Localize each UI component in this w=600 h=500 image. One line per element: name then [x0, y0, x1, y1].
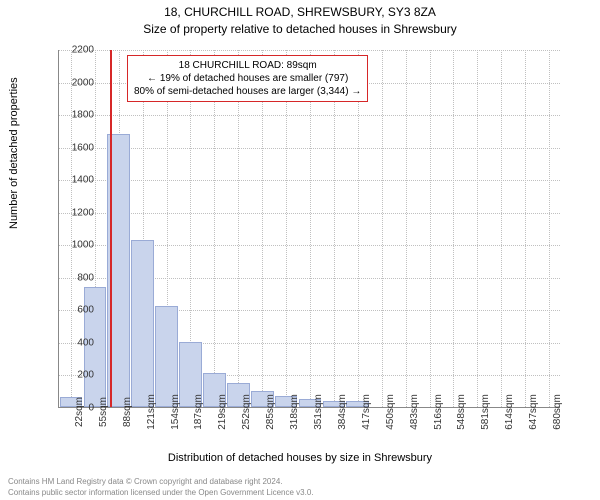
footer-attribution: Contains HM Land Registry data © Crown c… — [8, 477, 314, 498]
grid-line-v — [525, 50, 526, 407]
grid-line-v — [262, 50, 263, 407]
x-tick-label: 614sqm — [504, 394, 515, 430]
grid-line-v — [71, 50, 72, 407]
x-tick-label: 22sqm — [74, 397, 85, 427]
y-tick-label: 800 — [54, 272, 94, 283]
x-tick-label: 647sqm — [528, 394, 539, 430]
chart-header: 18, CHURCHILL ROAD, SHREWSBURY, SY3 8ZA … — [0, 0, 600, 38]
y-tick-label: 1000 — [54, 240, 94, 251]
chart-plot-area — [58, 50, 560, 408]
subtitle: Size of property relative to detached ho… — [0, 21, 600, 38]
y-tick-label: 600 — [54, 305, 94, 316]
x-tick-label: 516sqm — [433, 394, 444, 430]
y-tick-label: 400 — [54, 337, 94, 348]
footer-line-2: Contains public sector information licen… — [8, 488, 314, 498]
x-tick-label: 55sqm — [98, 397, 109, 427]
x-tick-label: 88sqm — [122, 397, 133, 427]
x-tick-label: 219sqm — [217, 394, 228, 430]
grid-line-v — [358, 50, 359, 407]
property-marker-line — [110, 50, 112, 407]
grid-line-v — [501, 50, 502, 407]
grid-line-v — [406, 50, 407, 407]
x-tick-label: 483sqm — [409, 394, 420, 430]
address-title: 18, CHURCHILL ROAD, SHREWSBURY, SY3 8ZA — [0, 4, 600, 21]
grid-line-v — [477, 50, 478, 407]
annotation-line: ← 19% of detached houses are smaller (79… — [134, 72, 361, 85]
x-tick-label: 187sqm — [193, 394, 204, 430]
y-tick-label: 1600 — [54, 142, 94, 153]
footer-line-1: Contains HM Land Registry data © Crown c… — [8, 477, 314, 487]
grid-line-v — [310, 50, 311, 407]
x-tick-label: 548sqm — [456, 394, 467, 430]
grid-line-v — [238, 50, 239, 407]
x-tick-label: 154sqm — [170, 394, 181, 430]
x-axis-label: Distribution of detached houses by size … — [0, 452, 600, 464]
grid-line-v — [430, 50, 431, 407]
x-tick-label: 351sqm — [313, 394, 324, 430]
x-tick-label: 417sqm — [361, 394, 372, 430]
grid-line-v — [549, 50, 550, 407]
x-tick-label: 450sqm — [385, 394, 396, 430]
histogram-bar — [131, 240, 154, 407]
x-tick-label: 680sqm — [552, 394, 563, 430]
grid-line-v — [334, 50, 335, 407]
annotation-box: 18 CHURCHILL ROAD: 89sqm← 19% of detache… — [127, 55, 368, 102]
grid-line-v — [382, 50, 383, 407]
histogram-bar — [155, 306, 178, 407]
y-tick-label: 1400 — [54, 175, 94, 186]
annotation-line: 18 CHURCHILL ROAD: 89sqm — [134, 59, 361, 72]
x-tick-label: 285sqm — [265, 394, 276, 430]
y-tick-label: 1800 — [54, 110, 94, 121]
grid-line-v — [286, 50, 287, 407]
y-tick-label: 200 — [54, 370, 94, 381]
x-tick-label: 318sqm — [289, 394, 300, 430]
grid-line-v — [214, 50, 215, 407]
x-tick-label: 384sqm — [337, 394, 348, 430]
y-tick-label: 1200 — [54, 207, 94, 218]
annotation-line: 80% of semi-detached houses are larger (… — [134, 85, 361, 98]
grid-line-v — [453, 50, 454, 407]
y-tick-label: 2000 — [54, 77, 94, 88]
x-tick-label: 581sqm — [480, 394, 491, 430]
y-tick-label: 2200 — [54, 45, 94, 56]
y-axis-label: Number of detached properties — [8, 77, 20, 229]
x-tick-label: 121sqm — [146, 394, 157, 430]
x-tick-label: 252sqm — [241, 394, 252, 430]
